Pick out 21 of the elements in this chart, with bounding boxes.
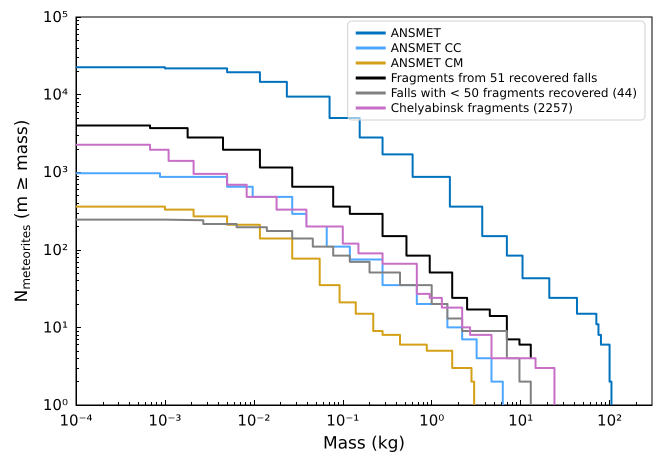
x-tick-label: 10⁻⁴ — [59, 412, 93, 430]
y-tick-label: 10² — [42, 240, 68, 259]
x-axis-title: Mass (kg) — [322, 434, 406, 454]
legend-label: Falls with < 50 fragments recovered (44) — [390, 86, 638, 100]
y-tick-label: 10⁵ — [42, 8, 68, 26]
y-tick-label: 10⁴ — [42, 86, 68, 104]
x-tick-label: 10⁻¹ — [326, 412, 360, 430]
y-tick-label: 10³ — [42, 163, 68, 182]
x-tick-label: 10⁰ — [419, 412, 444, 430]
x-tick-label: 10⁻² — [237, 412, 270, 430]
legend-label: Chelyabinsk fragments (2257) — [390, 101, 573, 115]
x-tick-label: 10⁻³ — [148, 412, 182, 430]
legend-label: ANSMET CC — [390, 41, 462, 55]
x-tick-label: 10¹ — [508, 412, 534, 430]
legend-label: ANSMET — [390, 26, 442, 40]
y-tick-label: 10¹ — [42, 318, 68, 336]
x-tick-label: 10² — [597, 412, 622, 430]
y-axis-title: Nmeteorites (m ≥ mass) — [12, 120, 33, 302]
legend-label: ANSMET CM — [390, 56, 464, 70]
y-tick-label: 10⁰ — [42, 396, 68, 414]
legend-label: Fragments from 51 recovered falls — [390, 71, 598, 85]
